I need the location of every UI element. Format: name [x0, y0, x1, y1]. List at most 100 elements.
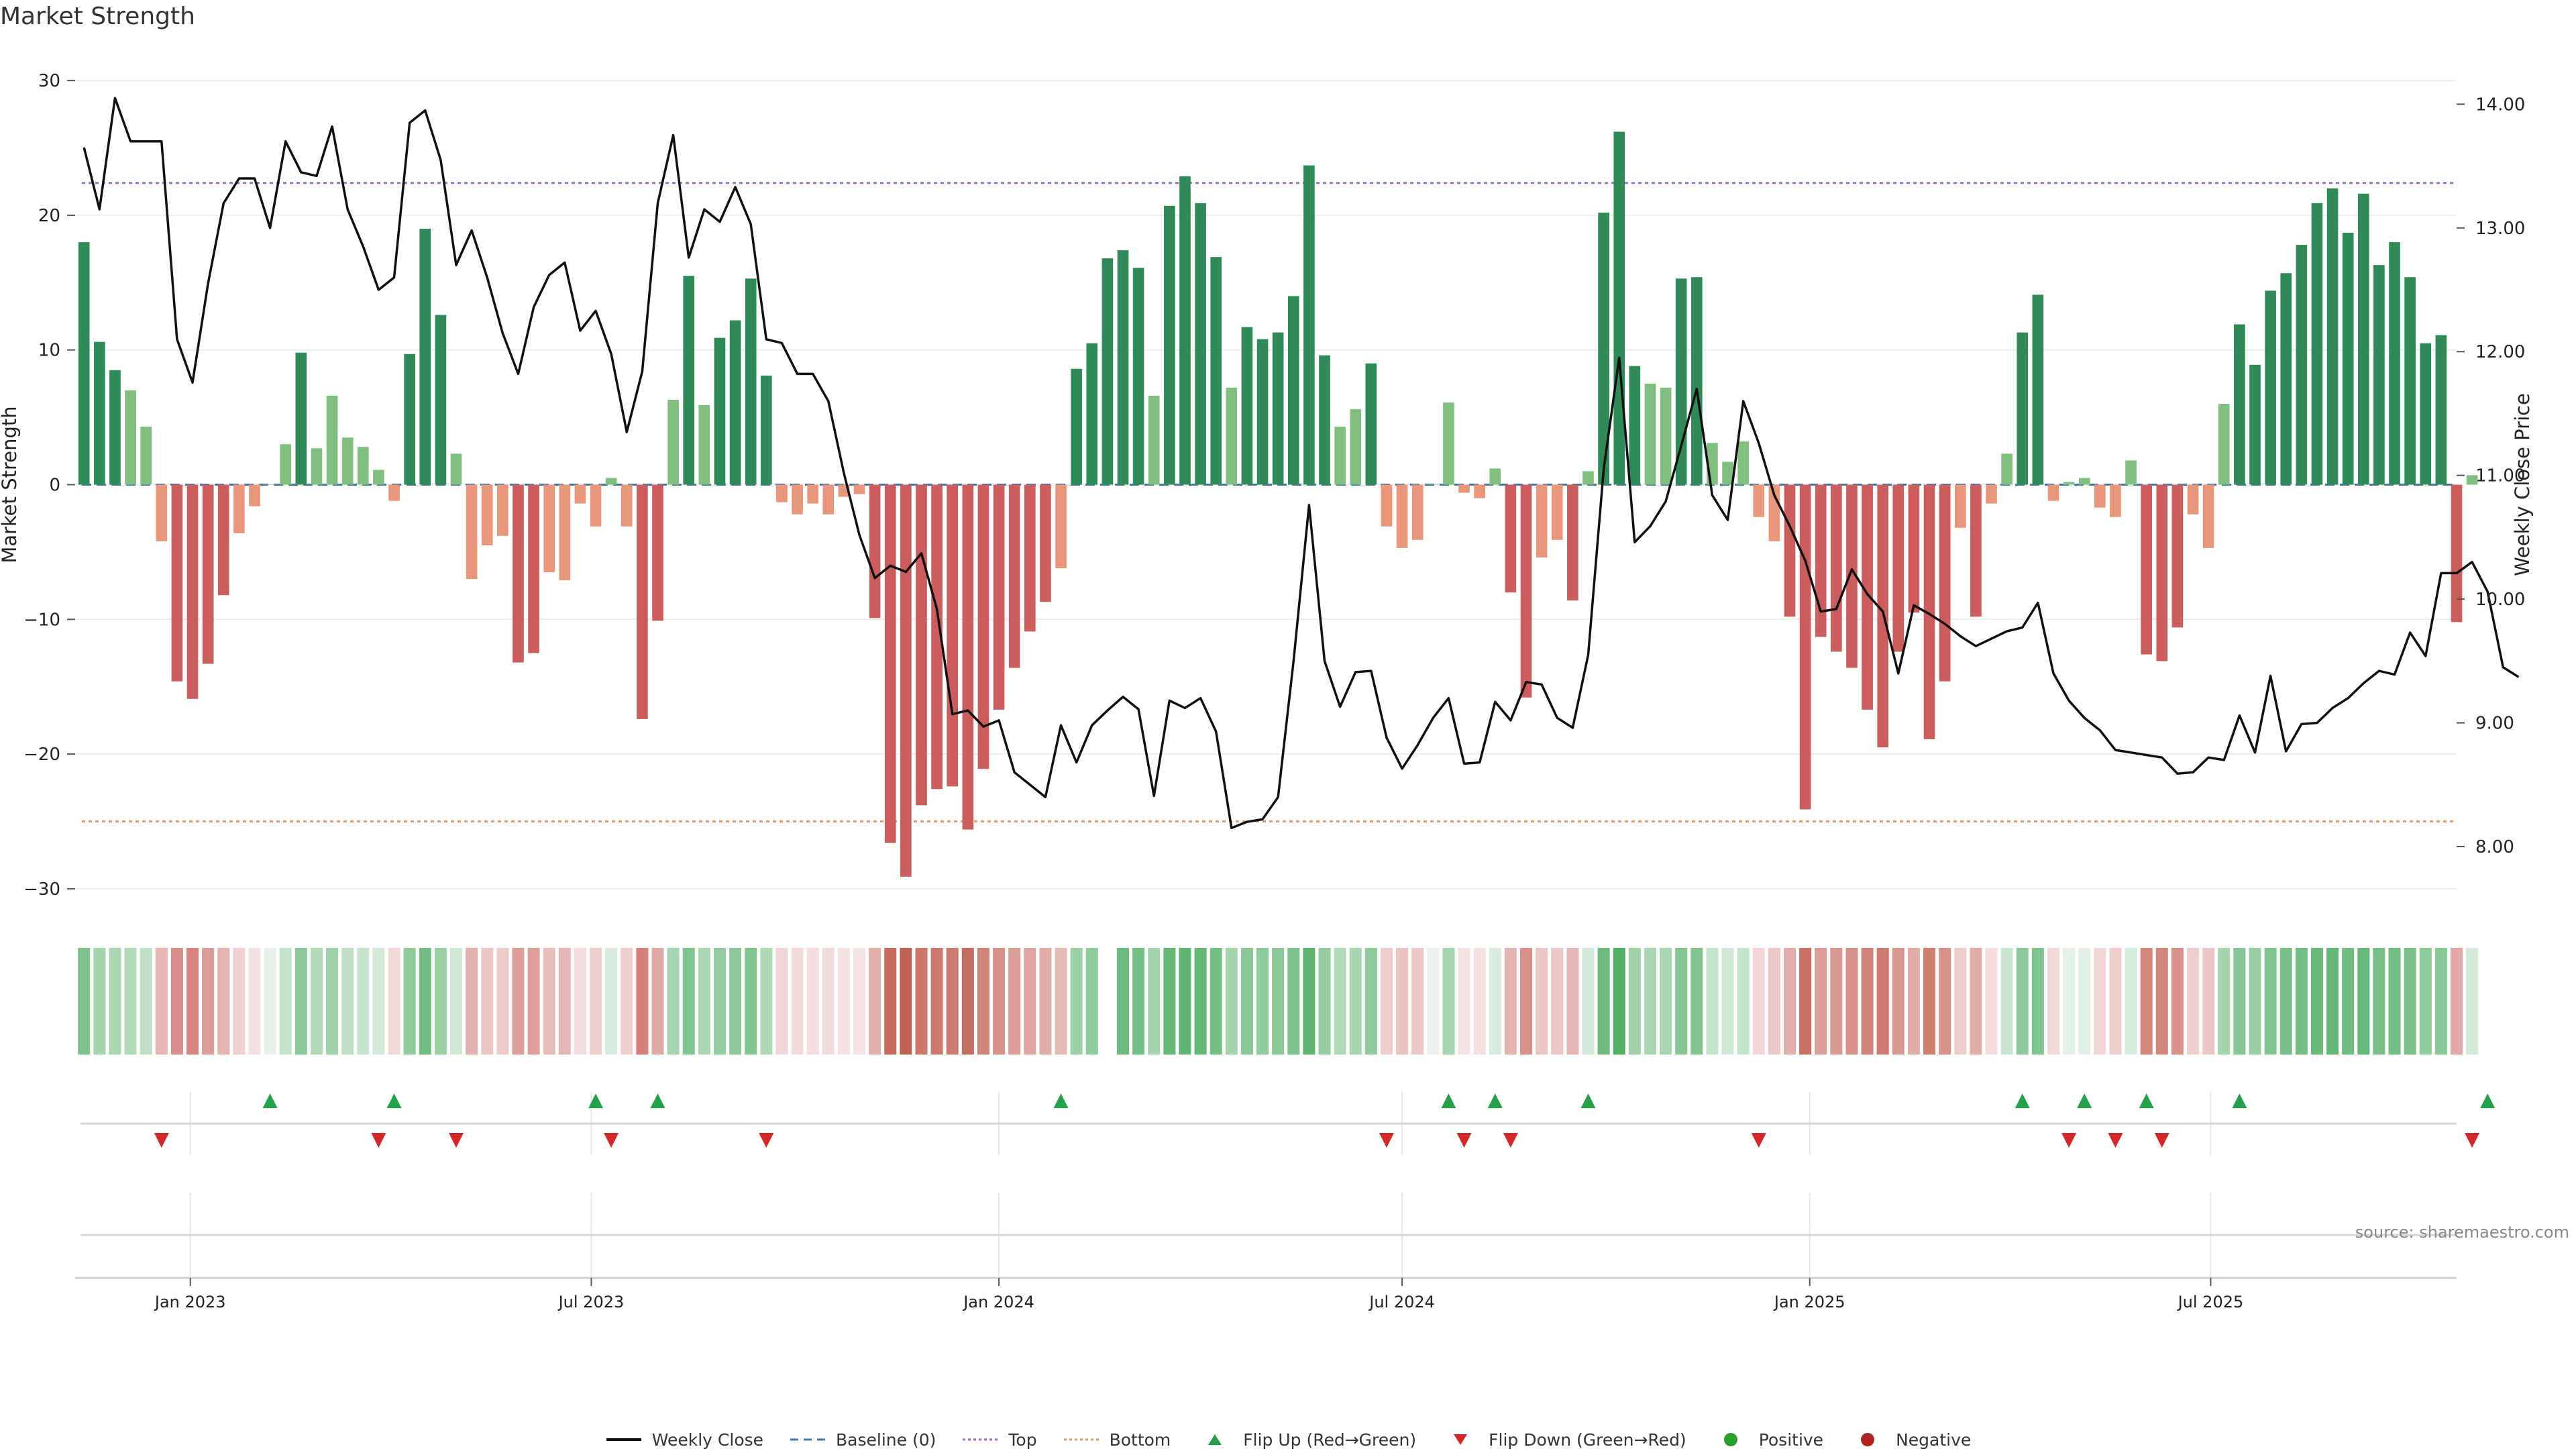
legend-label: Weekly Close: [651, 1430, 764, 1450]
heatmap-cell: [590, 948, 602, 1055]
heatmap-cell: [140, 948, 152, 1055]
heatmap-cell: [1861, 948, 1874, 1055]
heatmap-cell: [698, 948, 710, 1055]
legend-item: Positive: [1712, 1430, 1823, 1450]
heatmap-cell: [930, 948, 943, 1055]
heatmap-cell: [341, 948, 354, 1055]
heatmap-cell: [667, 948, 680, 1055]
heatmap-cell: [93, 948, 106, 1055]
strength-bar: [1334, 427, 1346, 485]
timeline-panel: [80, 1193, 2457, 1278]
legend-symbol-dotted-icon: [961, 1432, 999, 1448]
strength-bar: [1831, 484, 1842, 652]
y-tick-label: 30: [38, 71, 60, 91]
strength-bar: [249, 484, 260, 506]
flip-up-marker: [2077, 1093, 2092, 1108]
strength-bar: [2265, 290, 2276, 485]
heatmap-cell: [621, 948, 633, 1055]
strength-bar: [2032, 294, 2044, 485]
flip-down-marker: [2108, 1133, 2123, 1148]
strength-bar: [2171, 484, 2184, 628]
flip-up-marker: [2139, 1093, 2154, 1108]
flip-up-marker: [262, 1093, 278, 1108]
heatmap-cell: [1845, 948, 1858, 1055]
heatmap-cell: [1085, 948, 1098, 1055]
strength-bars: [78, 131, 2478, 877]
strength-bar: [776, 484, 788, 502]
strength-bar: [341, 437, 354, 485]
heatmap-cell: [372, 948, 385, 1055]
heatmap-cell: [713, 948, 726, 1055]
flip-up-marker: [1441, 1093, 1456, 1108]
heatmap-cell: [1179, 948, 1191, 1055]
heatmap-cell: [1985, 948, 1998, 1055]
heatmap-cell: [853, 948, 866, 1055]
heatmap-cell: [961, 948, 974, 1055]
heatmap-cell: [279, 948, 292, 1055]
strength-bar: [1008, 484, 1020, 668]
heatmap-cell: [2047, 948, 2059, 1055]
heatmap-cell: [760, 948, 773, 1055]
y2-tick-label: 11.00: [2475, 466, 2525, 486]
strength-bar: [217, 484, 229, 596]
heatmap-cell: [1055, 948, 1067, 1055]
date-axis: Jan 2023 Jul 2023 Jan 2024 Jul 2024 Jan 2025…: [75, 1277, 2457, 1311]
heatmap-cell: [1520, 948, 1533, 1055]
legend-label: Flip Up (Red→Green): [1243, 1430, 1417, 1450]
heatmap-cell: [2357, 948, 2370, 1055]
heatmap-cell: [2218, 948, 2231, 1055]
strength-bar: [2156, 484, 2168, 661]
strength-bar: [1520, 484, 1532, 698]
strength-bar: [621, 484, 633, 527]
strength-bar: [1319, 355, 1330, 485]
strength-bar: [388, 484, 400, 501]
strength-bar: [326, 395, 338, 485]
strength-bar: [637, 484, 648, 719]
heatmap-cell: [186, 948, 199, 1055]
heatmap-cell: [791, 948, 804, 1055]
heatmap-cell: [2466, 948, 2479, 1055]
flip-up-marker: [650, 1093, 665, 1108]
strength-bar: [1350, 409, 1362, 485]
heatmap-cell: [2000, 948, 2013, 1055]
strength-bar: [481, 484, 493, 545]
heatmap-cell: [1116, 948, 1130, 1055]
strength-bar: [1613, 131, 1625, 485]
strength-bar: [1986, 484, 1997, 504]
strength-bar: [590, 484, 602, 527]
strength-bar: [1551, 484, 1563, 540]
strength-bar: [1815, 484, 1827, 637]
strength-bar: [1737, 441, 1749, 485]
heatmap-cell: [1706, 948, 1719, 1055]
heatmap-cell: [1287, 948, 1300, 1055]
strength-bar: [1428, 484, 1439, 485]
strength-bar: [2311, 203, 2323, 485]
strength-bar: [1536, 484, 1548, 557]
strength-bar: [1241, 327, 1253, 485]
heatmap-cell: [884, 948, 897, 1055]
heatmap-cell: [729, 948, 742, 1055]
strength-bar: [605, 478, 617, 485]
heatmap-cell: [1411, 948, 1424, 1055]
legend-label: Bottom: [1109, 1430, 1171, 1450]
heatmap-cell: [1582, 948, 1595, 1055]
heatmap-cell: [466, 948, 478, 1055]
strength-bar: [202, 484, 214, 664]
y2-tick-label: 8.00: [2475, 837, 2514, 857]
strength-bar: [1040, 484, 1051, 602]
heatmap-cell: [512, 948, 525, 1055]
heatmap-cell: [419, 948, 431, 1055]
price-series: [83, 97, 2520, 830]
heatmap-cell: [1660, 948, 1672, 1055]
strength-bar: [1660, 387, 1672, 485]
heatmap-cell: [1690, 948, 1703, 1055]
strength-bar: [1753, 484, 1765, 517]
legend-item: Flip Up (Red→Green): [1196, 1430, 1416, 1450]
strength-bar: [698, 405, 710, 485]
heatmap-cell: [1923, 948, 1936, 1055]
strength-bar: [2001, 453, 2012, 485]
legend-circle-mark: [1723, 1433, 1737, 1446]
strength-bar: [1567, 484, 1578, 601]
heatmap-cell: [1675, 948, 1688, 1055]
